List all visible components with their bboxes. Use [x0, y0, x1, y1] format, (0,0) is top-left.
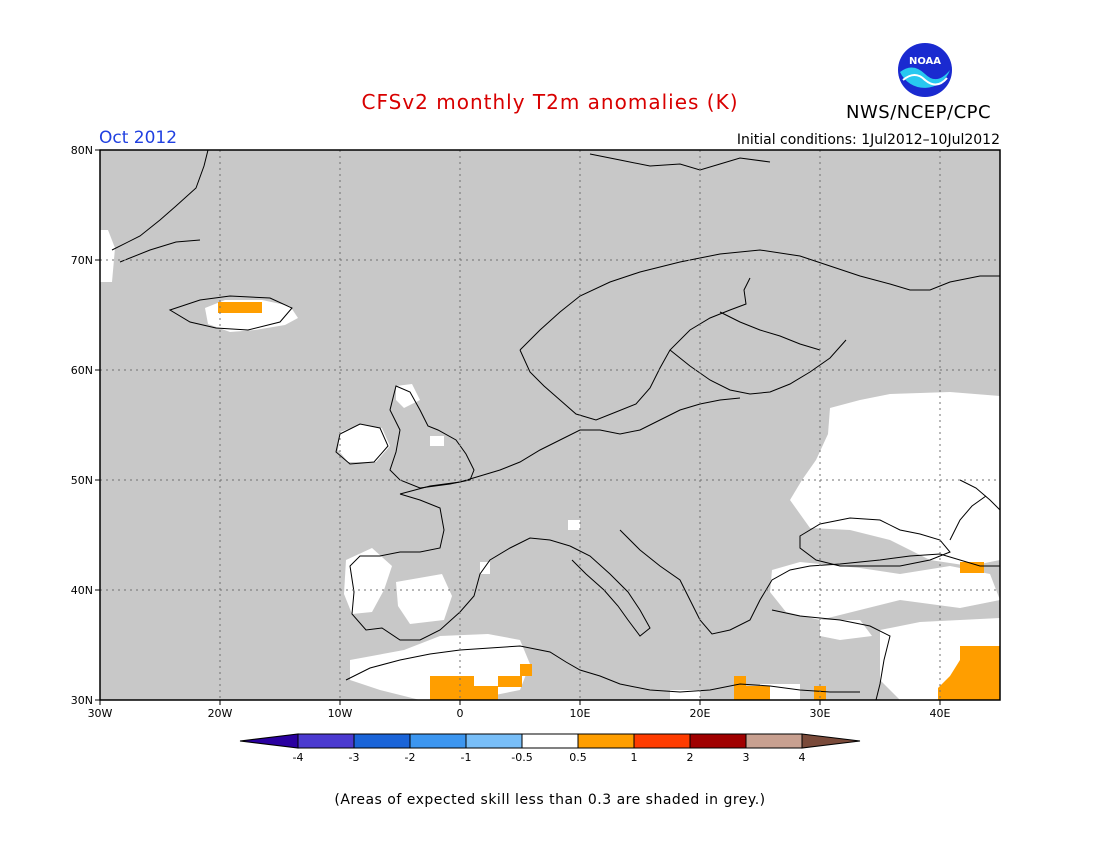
- colorbar-box: [297, 733, 355, 749]
- lat-label: 80N: [71, 144, 93, 157]
- lat-label: 70N: [71, 254, 93, 267]
- lon-label: 10E: [570, 707, 591, 720]
- lat-label: 60N: [71, 364, 93, 377]
- map-frame: [99, 149, 1001, 701]
- lat-label: 40N: [71, 584, 93, 597]
- colorbar-tick-label: 4: [799, 751, 806, 764]
- colorbar-box: [465, 733, 523, 749]
- colorbar: -4 -3 -2 -1 -0.5 0.5 1 2 3 4: [239, 733, 861, 764]
- colorbar-tick-label: -0.5: [511, 751, 532, 764]
- lat-label: 30N: [71, 694, 93, 707]
- colorbar-box: [577, 733, 635, 749]
- forecast-month: Oct 2012: [99, 128, 178, 148]
- organization-label: NWS/NCEP/CPC: [846, 102, 992, 123]
- skill-note: (Areas of expected skill less than 0.3 a…: [334, 792, 766, 808]
- colorbar-box: [745, 733, 803, 749]
- lon-label: 0: [457, 707, 464, 720]
- colorbar-tick-label: 0.5: [569, 751, 587, 764]
- colorbar-box: [409, 733, 467, 749]
- lon-label: 30W: [88, 707, 113, 720]
- map-title: CFSv2 monthly T2m anomalies (K): [361, 90, 739, 114]
- colorbar-box: [633, 733, 691, 749]
- colorbar-box: [689, 733, 747, 749]
- noaa-logo: NOAA: [896, 41, 954, 99]
- latitude-labels: 80N 70N 60N 50N 40N 30N: [71, 144, 100, 707]
- colorbar-tick-label: -1: [461, 751, 472, 764]
- colorbar-tick-label: -2: [405, 751, 416, 764]
- colorbar-tick-label: 2: [687, 751, 694, 764]
- logo-text: NOAA: [909, 56, 941, 67]
- lon-label: 40E: [930, 707, 951, 720]
- lon-label: 30E: [810, 707, 831, 720]
- colorbar-box: [353, 733, 411, 749]
- lon-label: 10W: [328, 707, 353, 720]
- colorbar-tick-label: -4: [293, 751, 304, 764]
- colorbar-tick-label: 3: [743, 751, 750, 764]
- lon-label: 20E: [690, 707, 711, 720]
- colorbar-low-arrow: [239, 733, 299, 749]
- longitude-labels: 30W 20W 10W 0 10E 20E 30E 40E: [88, 700, 951, 720]
- colorbar-high-arrow: [801, 733, 861, 749]
- colorbar-box: [521, 733, 579, 749]
- colorbar-tick-label: -3: [349, 751, 360, 764]
- lat-label: 50N: [71, 474, 93, 487]
- grid-lines: [100, 150, 1000, 700]
- lon-label: 20W: [208, 707, 233, 720]
- warm-anomaly-regions: [218, 302, 1000, 700]
- colorbar-tick-label: 1: [631, 751, 638, 764]
- initial-conditions: Initial conditions: 1Jul2012–10Jul2012: [736, 132, 1000, 148]
